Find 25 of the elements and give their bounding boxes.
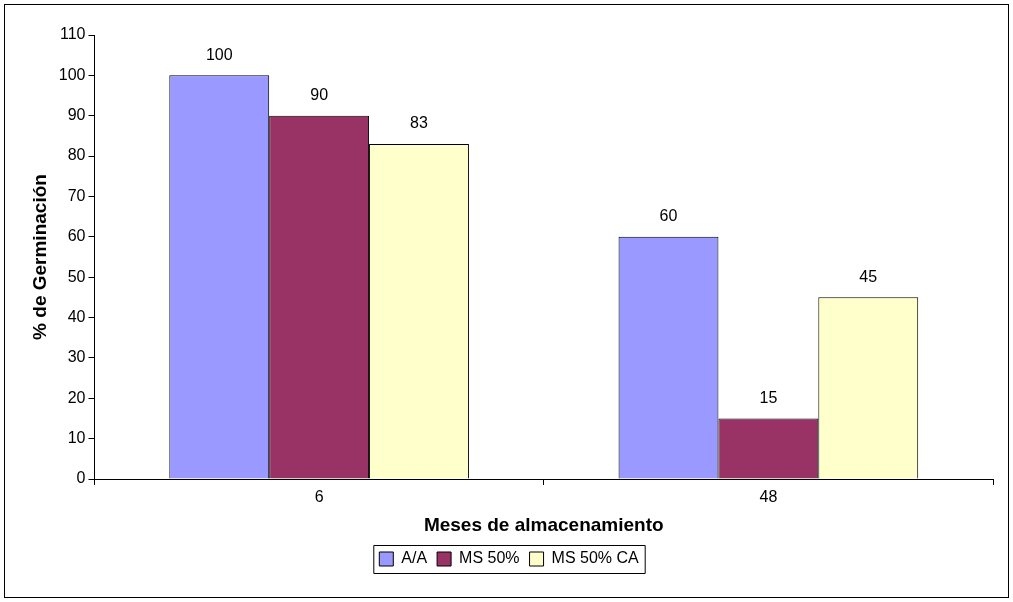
- y-axis-title: % de Germinación: [28, 174, 50, 340]
- y-tick-label: 10: [67, 429, 86, 447]
- y-tick-label: 50: [67, 267, 86, 285]
- y-tick-label: 110: [59, 25, 86, 43]
- data-label: 100: [205, 45, 233, 63]
- legend-label: MS 50%: [459, 549, 520, 567]
- data-label: 45: [859, 267, 878, 285]
- x-tick-label: 48: [759, 488, 778, 506]
- y-tick-label: 40: [67, 307, 86, 325]
- data-label: 90: [310, 86, 329, 104]
- y-tick-label: 60: [67, 227, 86, 245]
- y-tick-label: 30: [67, 348, 86, 366]
- y-tick-label: 70: [67, 186, 86, 204]
- x-axis-title: Meses de almacenamiento: [423, 513, 664, 535]
- data-label: 60: [659, 207, 678, 225]
- legend-label: MS 50% CA: [551, 549, 640, 567]
- y-tick-label: 0: [76, 469, 86, 487]
- y-tick-label: 100: [58, 65, 86, 83]
- y-tick-label: 80: [67, 146, 86, 164]
- legend-label: A/A: [401, 549, 428, 567]
- y-tick-label: 20: [67, 388, 86, 406]
- x-tick-label: 6: [314, 488, 324, 506]
- data-label: 15: [759, 388, 778, 406]
- data-label: 83: [410, 114, 429, 132]
- y-tick-label: 90: [67, 106, 86, 124]
